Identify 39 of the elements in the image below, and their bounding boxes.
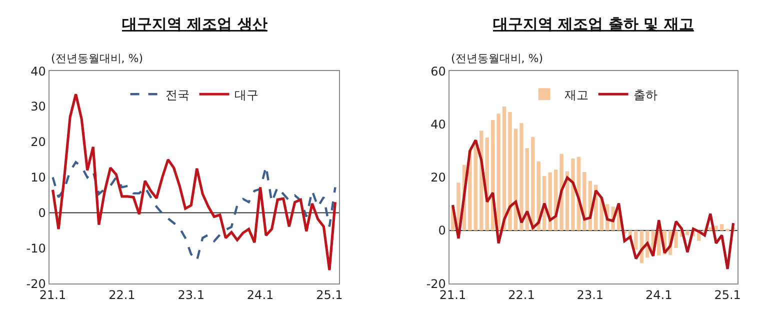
- bar: [496, 114, 500, 230]
- bar: [548, 172, 552, 230]
- x-tick-label: 22.1: [508, 288, 535, 302]
- y-tick-label: -10: [26, 241, 46, 256]
- y-axis-title: (전년동월대비, %): [51, 52, 144, 65]
- y-tick-label: 10: [30, 170, 46, 185]
- x-tick-label: 24.1: [646, 288, 672, 302]
- bar: [686, 230, 690, 236]
- y-tick-label: 60: [430, 64, 446, 78]
- bar: [720, 224, 724, 230]
- legend-label: 전국: [165, 88, 190, 102]
- legend-label: 대구: [234, 88, 258, 102]
- y-axis-title: (전년동월대비, %): [451, 52, 544, 65]
- y-tick-label: 0: [438, 224, 446, 238]
- x-tick-label: 22.1: [108, 288, 136, 302]
- line-series: [52, 161, 336, 262]
- legend-label: 재고: [564, 88, 588, 102]
- x-tick-label: 25.1: [714, 288, 741, 302]
- bar: [726, 228, 730, 232]
- legend-label: 출하: [633, 88, 658, 102]
- y-tick-label: 30: [30, 100, 46, 114]
- chart-title: 대구지역 제조업 출하 및 재고: [493, 15, 694, 33]
- line-series: [451, 138, 735, 270]
- bar: [508, 112, 512, 230]
- x-tick-label: 24.1: [246, 288, 274, 302]
- bar: [520, 123, 524, 230]
- x-tick-label: 23.1: [576, 288, 604, 302]
- y-tick-label: 40: [30, 64, 46, 78]
- x-tick-label: 23.1: [178, 288, 204, 302]
- chart-title: 대구지역 제조업 생산: [122, 15, 268, 33]
- bar: [531, 136, 535, 230]
- y-tick-label: 40: [430, 117, 446, 132]
- bar: [674, 230, 678, 248]
- bar: [571, 158, 575, 230]
- x-tick-label: 25.1: [316, 288, 343, 302]
- bar: [634, 230, 638, 250]
- y-tick-label: 0: [38, 206, 46, 220]
- y-tick-label: 20: [30, 135, 46, 150]
- y-tick-label: 20: [430, 170, 446, 185]
